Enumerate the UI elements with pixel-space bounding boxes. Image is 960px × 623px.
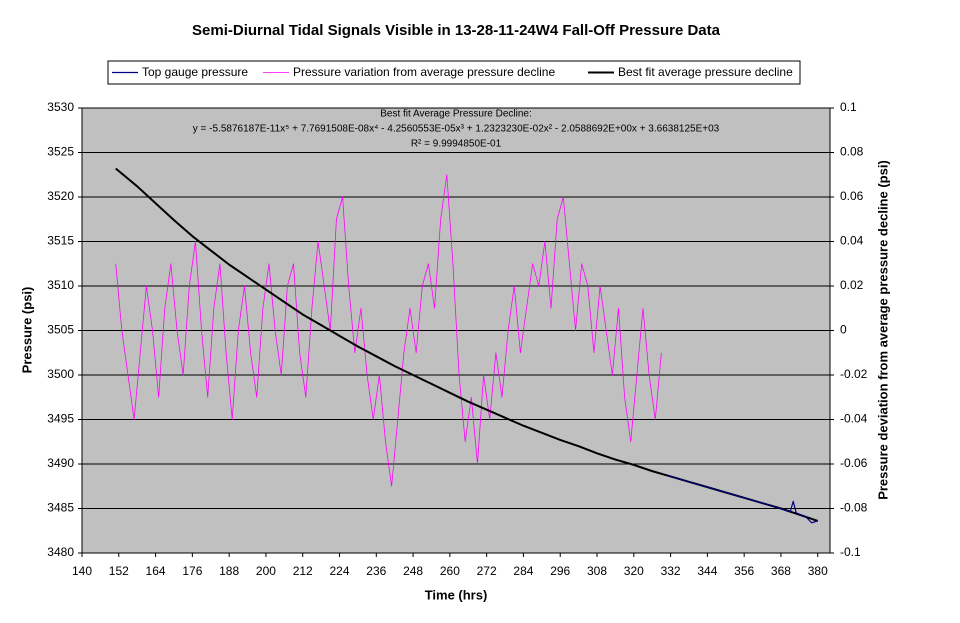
y2-tick-label: -0.06 (840, 456, 868, 470)
x-tick-label: 248 (403, 564, 423, 578)
x-tick-label: 188 (219, 564, 239, 578)
x-tick-label: 176 (182, 564, 202, 578)
x-tick-label: 272 (477, 564, 497, 578)
legend-label: Best fit average pressure decline (618, 65, 793, 79)
x-tick-label: 200 (256, 564, 276, 578)
x-tick-label: 380 (808, 564, 828, 578)
y2-tick-label: 0.1 (840, 100, 857, 114)
x-tick-label: 344 (697, 564, 717, 578)
y2-tick-label: -0.02 (840, 367, 868, 381)
x-tick-label: 320 (624, 564, 644, 578)
y2-tick-label: -0.1 (840, 545, 861, 559)
x-tick-label: 296 (550, 564, 570, 578)
y-tick-label: 3485 (47, 501, 74, 515)
x-tick-label: 260 (440, 564, 460, 578)
y2-tick-label: 0.08 (840, 145, 864, 159)
x-tick-label: 140 (72, 564, 92, 578)
y2-tick-label: 0.04 (840, 234, 864, 248)
x-tick-label: 224 (329, 564, 349, 578)
y2-tick-label: 0.02 (840, 278, 864, 292)
series-line (667, 474, 818, 524)
x-tick-label: 332 (661, 564, 681, 578)
annotation: y = -5.5876187E-11x⁵ + 7.7691508E-08x⁴ -… (193, 124, 720, 135)
y-tick-label: 3530 (47, 100, 74, 114)
y-tick-label: 3520 (47, 189, 74, 203)
x-tick-label: 236 (366, 564, 386, 578)
x-tick-label: 356 (734, 564, 754, 578)
y-tick-label: 3495 (47, 412, 74, 426)
y2-axis-title: Pressure deviation from average pressure… (875, 160, 890, 500)
y2-tick-label: -0.04 (840, 412, 868, 426)
y-tick-label: 3490 (47, 456, 74, 470)
y-axis-title: Pressure (psi) (19, 287, 34, 374)
series-line (115, 174, 662, 487)
x-tick-label: 308 (587, 564, 607, 578)
y-tick-label: 3525 (47, 145, 74, 159)
y-tick-label: 3505 (47, 323, 74, 337)
legend-label: Top gauge pressure (142, 65, 248, 79)
x-tick-label: 152 (109, 564, 129, 578)
y2-tick-label: 0 (840, 323, 847, 337)
x-tick-label: 212 (293, 564, 313, 578)
y-tick-label: 3500 (47, 367, 74, 381)
y2-tick-label: -0.08 (840, 501, 868, 515)
annotation: Best fit Average Pressure Decline: (380, 109, 532, 120)
y-tick-label: 3510 (47, 278, 74, 292)
legend-box (107, 60, 801, 85)
legend-label: Pressure variation from average pressure… (293, 65, 555, 79)
y-tick-label: 3480 (47, 545, 74, 559)
x-axis-title: Time (hrs) (425, 587, 488, 602)
y-tick-label: 3515 (47, 234, 74, 248)
annotation: R² = 9.9994850E-01 (411, 139, 502, 150)
x-tick-label: 368 (771, 564, 791, 578)
y2-tick-label: 0.06 (840, 189, 864, 203)
x-tick-label: 164 (146, 564, 166, 578)
x-tick-label: 284 (513, 564, 533, 578)
chart-title: Semi-Diurnal Tidal Signals Visible in 13… (192, 22, 721, 39)
